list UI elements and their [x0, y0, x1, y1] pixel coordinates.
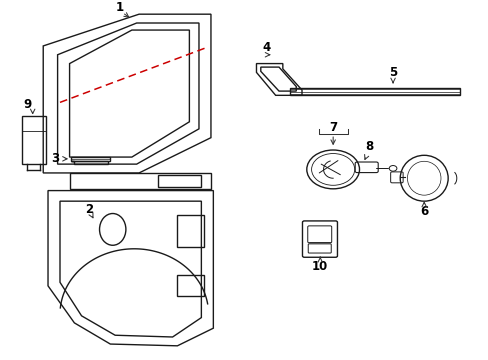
Text: 2: 2: [84, 203, 93, 216]
Text: 1: 1: [116, 1, 124, 14]
Text: 3: 3: [51, 152, 59, 165]
Text: 5: 5: [388, 66, 396, 79]
Text: 9: 9: [24, 98, 32, 111]
Text: 6: 6: [419, 205, 427, 218]
Text: 10: 10: [311, 260, 327, 273]
Text: 4: 4: [262, 41, 270, 54]
Text: 8: 8: [364, 140, 372, 153]
Text: 7: 7: [328, 121, 337, 134]
